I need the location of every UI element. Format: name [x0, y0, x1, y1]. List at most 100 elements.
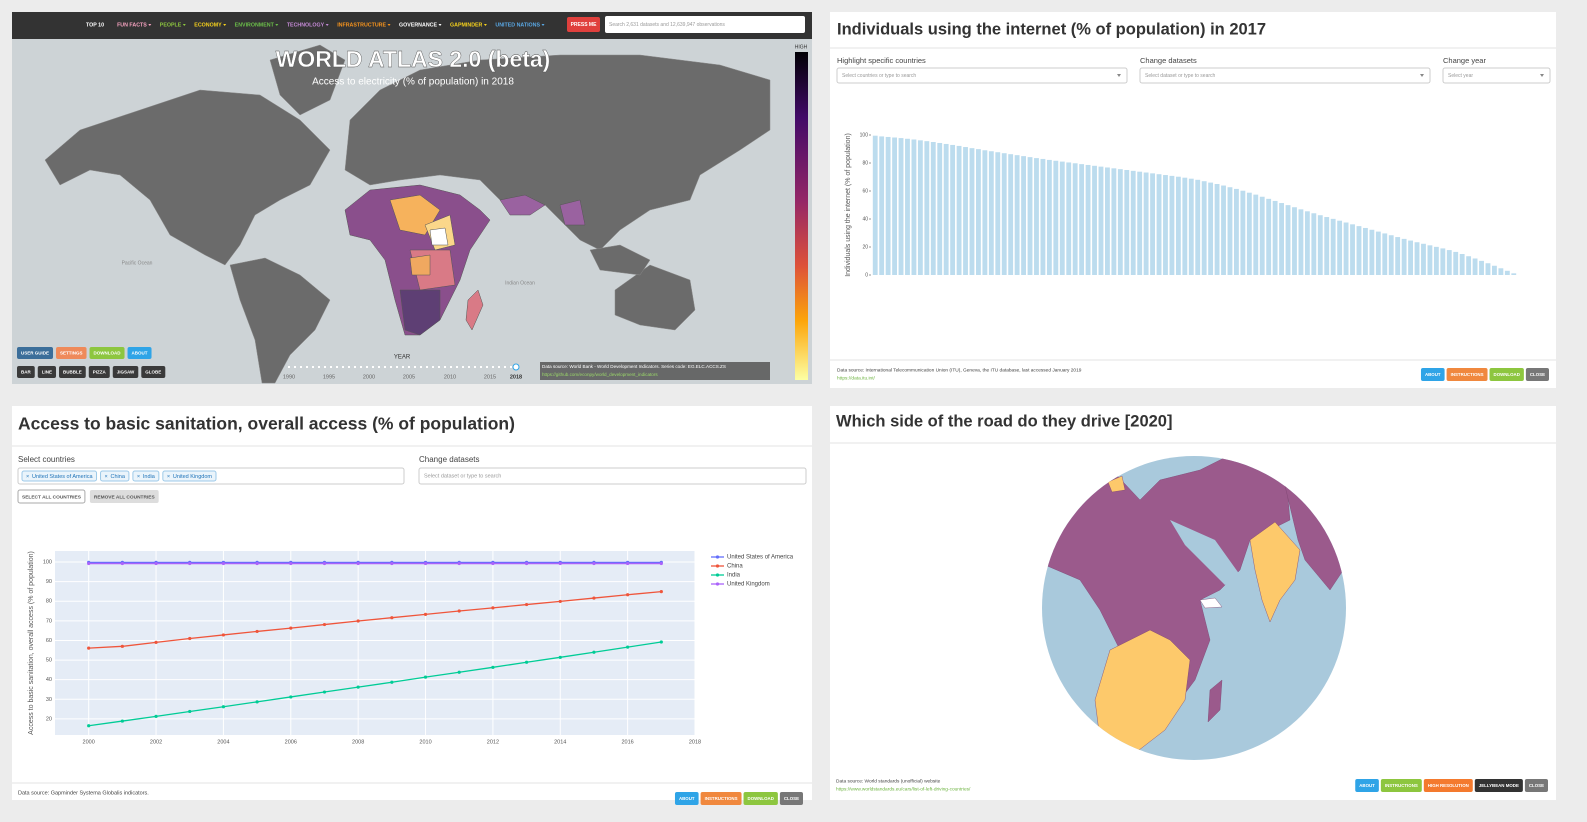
- button[interactable]: [88, 366, 110, 378]
- series-point: [255, 561, 259, 566]
- button-label: HIGH RESOLUTION: [1428, 783, 1469, 788]
- button[interactable]: [112, 366, 139, 378]
- button[interactable]: [1380, 779, 1422, 792]
- bar: [1259, 196, 1265, 275]
- nav-item[interactable]: TECHNOLOGY: [287, 22, 325, 28]
- region: [409, 254, 431, 276]
- nav-item[interactable]: UNITED NATIONS: [495, 22, 540, 28]
- button[interactable]: [56, 347, 87, 359]
- nav-item[interactable]: ECONOMY: [194, 22, 222, 28]
- bar: [956, 145, 962, 275]
- button[interactable]: [89, 347, 125, 359]
- bar: [1156, 174, 1162, 275]
- button[interactable]: [127, 347, 152, 359]
- search-box[interactable]: [605, 16, 805, 33]
- region: [399, 289, 441, 336]
- button[interactable]: [1524, 779, 1548, 792]
- nav-item[interactable]: INFRASTRUCTURE: [337, 22, 386, 28]
- bar: [1408, 240, 1413, 275]
- bar: [1421, 243, 1426, 275]
- y-tick-label: 30: [46, 697, 52, 703]
- chip[interactable]: [132, 470, 160, 482]
- button[interactable]: [141, 366, 166, 378]
- button[interactable]: [1355, 779, 1379, 792]
- chip[interactable]: [21, 470, 98, 482]
- nav-item[interactable]: GOVERNANCE: [399, 22, 437, 28]
- bar: [1143, 172, 1149, 275]
- legend-high: HIGH: [795, 44, 808, 50]
- button-label: ABOUT: [1425, 372, 1441, 377]
- bar: [1227, 187, 1233, 275]
- internet-link[interactable]: https://data.itu.int/: [837, 375, 876, 381]
- button[interactable]: [17, 366, 35, 378]
- year-handle[interactable]: [512, 363, 520, 371]
- button[interactable]: [1420, 368, 1445, 381]
- nav-item[interactable]: TOP 10: [86, 22, 104, 28]
- control-select[interactable]: [1442, 67, 1551, 84]
- button[interactable]: [743, 792, 778, 805]
- button-label: USER GUIDE: [21, 351, 49, 356]
- world-map: [44, 44, 771, 384]
- bar: [1304, 211, 1310, 275]
- press-me-button[interactable]: [567, 17, 600, 32]
- button[interactable]: [700, 792, 742, 805]
- sanitation-source: Data source: Gapminder Systema Globalis …: [18, 790, 149, 796]
- chip[interactable]: [100, 470, 130, 482]
- bar: [1466, 256, 1472, 275]
- button[interactable]: [1474, 779, 1523, 792]
- region: [465, 289, 484, 331]
- bar: [1111, 168, 1117, 275]
- series-point: [626, 593, 630, 597]
- control-select[interactable]: [1139, 67, 1431, 84]
- bar: [1150, 173, 1155, 275]
- bar: [1511, 273, 1517, 275]
- button[interactable]: [59, 366, 86, 378]
- series-point: [356, 561, 360, 566]
- left-driving: [1249, 521, 1301, 623]
- series-point: [188, 636, 192, 641]
- bar: [1324, 217, 1330, 275]
- bar: [1343, 222, 1349, 275]
- control-select[interactable]: [836, 67, 1128, 84]
- series-point: [524, 561, 529, 566]
- button[interactable]: [1446, 368, 1488, 381]
- button-label: ABOUT: [679, 796, 695, 801]
- land: [589, 244, 651, 276]
- left-driving: [1094, 629, 1191, 758]
- button[interactable]: [779, 792, 803, 805]
- bar: [1221, 185, 1226, 275]
- bar: [1414, 242, 1420, 275]
- button[interactable]: [37, 366, 57, 378]
- bar: [1266, 198, 1272, 275]
- chip[interactable]: [162, 470, 217, 482]
- button[interactable]: [89, 490, 159, 503]
- y-tick-label: 60: [862, 188, 868, 194]
- nav-item[interactable]: PEOPLE: [160, 22, 182, 28]
- button[interactable]: [674, 792, 699, 805]
- series-point: [558, 599, 562, 604]
- nav-caret: [182, 24, 186, 26]
- land: [269, 44, 346, 116]
- series-point: [356, 619, 360, 623]
- button[interactable]: [17, 489, 86, 504]
- roads-link[interactable]: https://www.worldstandards.eu/cars/list-…: [836, 786, 971, 792]
- series-point: [659, 640, 663, 644]
- nav-item[interactable]: GAPMINDER: [450, 22, 483, 28]
- dataset-select[interactable]: [418, 467, 807, 485]
- bar: [995, 152, 1001, 275]
- series-point: [524, 660, 529, 664]
- series-point: [491, 665, 495, 669]
- series-point: [221, 561, 226, 566]
- x-tick-label: 2006: [285, 739, 297, 745]
- button[interactable]: [17, 347, 54, 359]
- button[interactable]: [1525, 368, 1549, 381]
- button[interactable]: [1423, 779, 1473, 792]
- atlas-source-link[interactable]: https://github.com/econpy/world_developm…: [542, 372, 658, 377]
- nav-item[interactable]: FUN FACTS: [117, 22, 147, 28]
- bar: [1330, 218, 1336, 275]
- legend-swatch: [715, 555, 720, 559]
- series-point: [659, 590, 663, 594]
- bar: [1472, 258, 1478, 275]
- button[interactable]: [1489, 368, 1524, 381]
- nav-item[interactable]: ENVIRONMENT: [235, 22, 275, 28]
